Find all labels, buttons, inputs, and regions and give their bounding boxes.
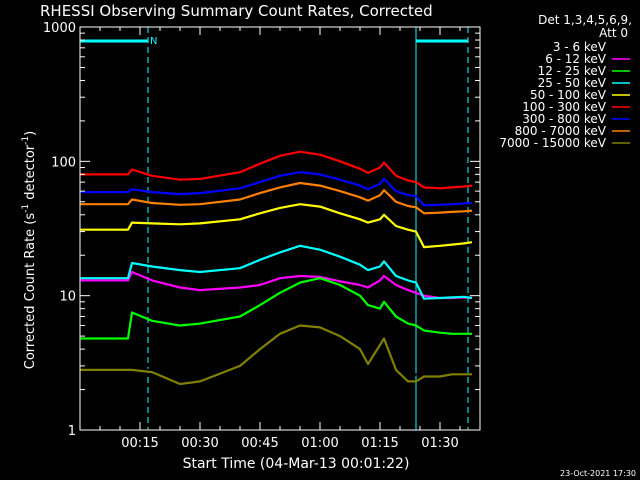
legend-label: 800 - 7000 keV [515, 124, 607, 138]
y-tick-label: 100 [51, 155, 76, 170]
legend-header-2: Att 0 [599, 26, 628, 40]
chart-title: RHESSI Observing Summary Count Rates, Co… [40, 2, 433, 20]
x-tick-label: 01:00 [301, 436, 338, 451]
x-tick-label: 01:30 [421, 436, 458, 451]
series-line-8 [80, 181, 473, 215]
legend-label: 6 - 12 keV [545, 52, 607, 66]
series-line-9 [80, 324, 472, 386]
y-axis-label-sup1: -1 [21, 204, 31, 213]
y-tick-label: 1000 [43, 21, 76, 36]
y-tick-label: 10 [59, 290, 76, 305]
y-axis-label-end: ) [23, 131, 38, 136]
y-axis-label-mid: detector [23, 144, 38, 204]
legend-label: 50 - 100 keV [530, 88, 607, 102]
legend-label: 3 - 6 keV [553, 40, 607, 54]
legend-label: 300 - 800 keV [522, 112, 606, 126]
y-axis-label-sup2: -1 [21, 136, 31, 145]
x-axis-label: Start Time (04-Mar-13 00:01:22) [183, 456, 410, 472]
series-line-2 [80, 270, 473, 300]
x-tick-label: 00:30 [181, 436, 218, 451]
annotation-label: N [150, 36, 157, 47]
legend-label: 7000 - 15000 keV [499, 136, 606, 150]
series-line-3 [80, 277, 472, 340]
plot-background [80, 27, 480, 430]
x-tick-label: 00:45 [241, 436, 278, 451]
footer-timestamp: 23-Oct-2021 17:30 [560, 469, 636, 478]
legend-header-1: Det 1,3,4,5,6,9, [538, 13, 632, 27]
series-lines [80, 150, 473, 386]
y-axis-label-main: Corrected Count Rate (s [23, 213, 38, 370]
series-line-4 [80, 244, 473, 300]
plot-area [80, 27, 480, 430]
x-tick-label: 01:15 [361, 436, 398, 451]
series-line-5 [80, 203, 473, 249]
axes: 00:15 00:30 00:45 01:00 01:15 01:30 1 10 100 1000 [43, 21, 481, 451]
legend-label: 12 - 25 keV [538, 64, 607, 78]
series-line-1 [80, 321, 473, 380]
y-axis-label: Corrected Count Rate (s-1 detector-1) [21, 131, 38, 369]
x-tick-label: 00:15 [121, 436, 158, 451]
y-tick-label: 1 [68, 424, 76, 439]
legend-label: 25 - 50 keV [538, 76, 607, 90]
legend-label: 100 - 300 keV [522, 100, 606, 114]
series-line-7 [80, 171, 473, 207]
series-line-6 [80, 150, 473, 190]
